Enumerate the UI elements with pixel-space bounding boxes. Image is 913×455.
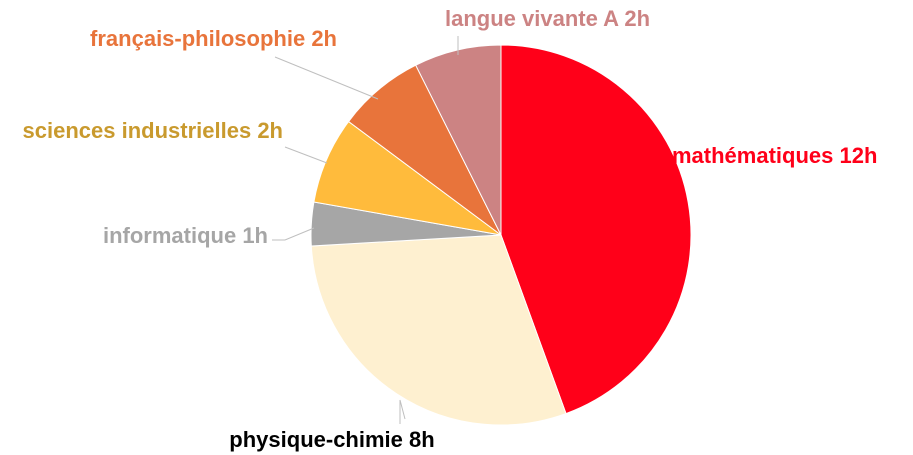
slice-category: physique-chimie (229, 427, 403, 452)
slice-value: 2h (311, 26, 337, 51)
pie-slice (415, 44, 502, 236)
slice-category: français-philosophie (90, 26, 305, 51)
leader-line (272, 227, 315, 241)
slice-category: langue vivante A (445, 6, 619, 31)
slice-label: sciences industrielles 2h (23, 118, 283, 143)
slice-value: 2h (624, 6, 650, 31)
slice-label: français-philosophie 2h (90, 26, 337, 51)
pie-slice (310, 234, 567, 426)
leader-line (399, 399, 406, 424)
slice-category: sciences industrielles (23, 118, 252, 143)
slice-value: 8h (409, 427, 435, 452)
slice-label: informatique 1h (103, 223, 268, 248)
slice-label: mathématiques 12h (672, 143, 877, 168)
leader-line (274, 56, 379, 100)
slice-value: 2h (257, 118, 283, 143)
leader-line (284, 146, 328, 164)
slice-value: 1h (242, 223, 268, 248)
slice-label: langue vivante A 2h (445, 6, 650, 31)
slice-label: physique-chimie 8h (229, 427, 434, 452)
slice-category: mathématiques (672, 143, 833, 168)
pie-slice (500, 44, 692, 415)
slice-value: 12h (840, 143, 878, 168)
slice-category: informatique (103, 223, 236, 248)
